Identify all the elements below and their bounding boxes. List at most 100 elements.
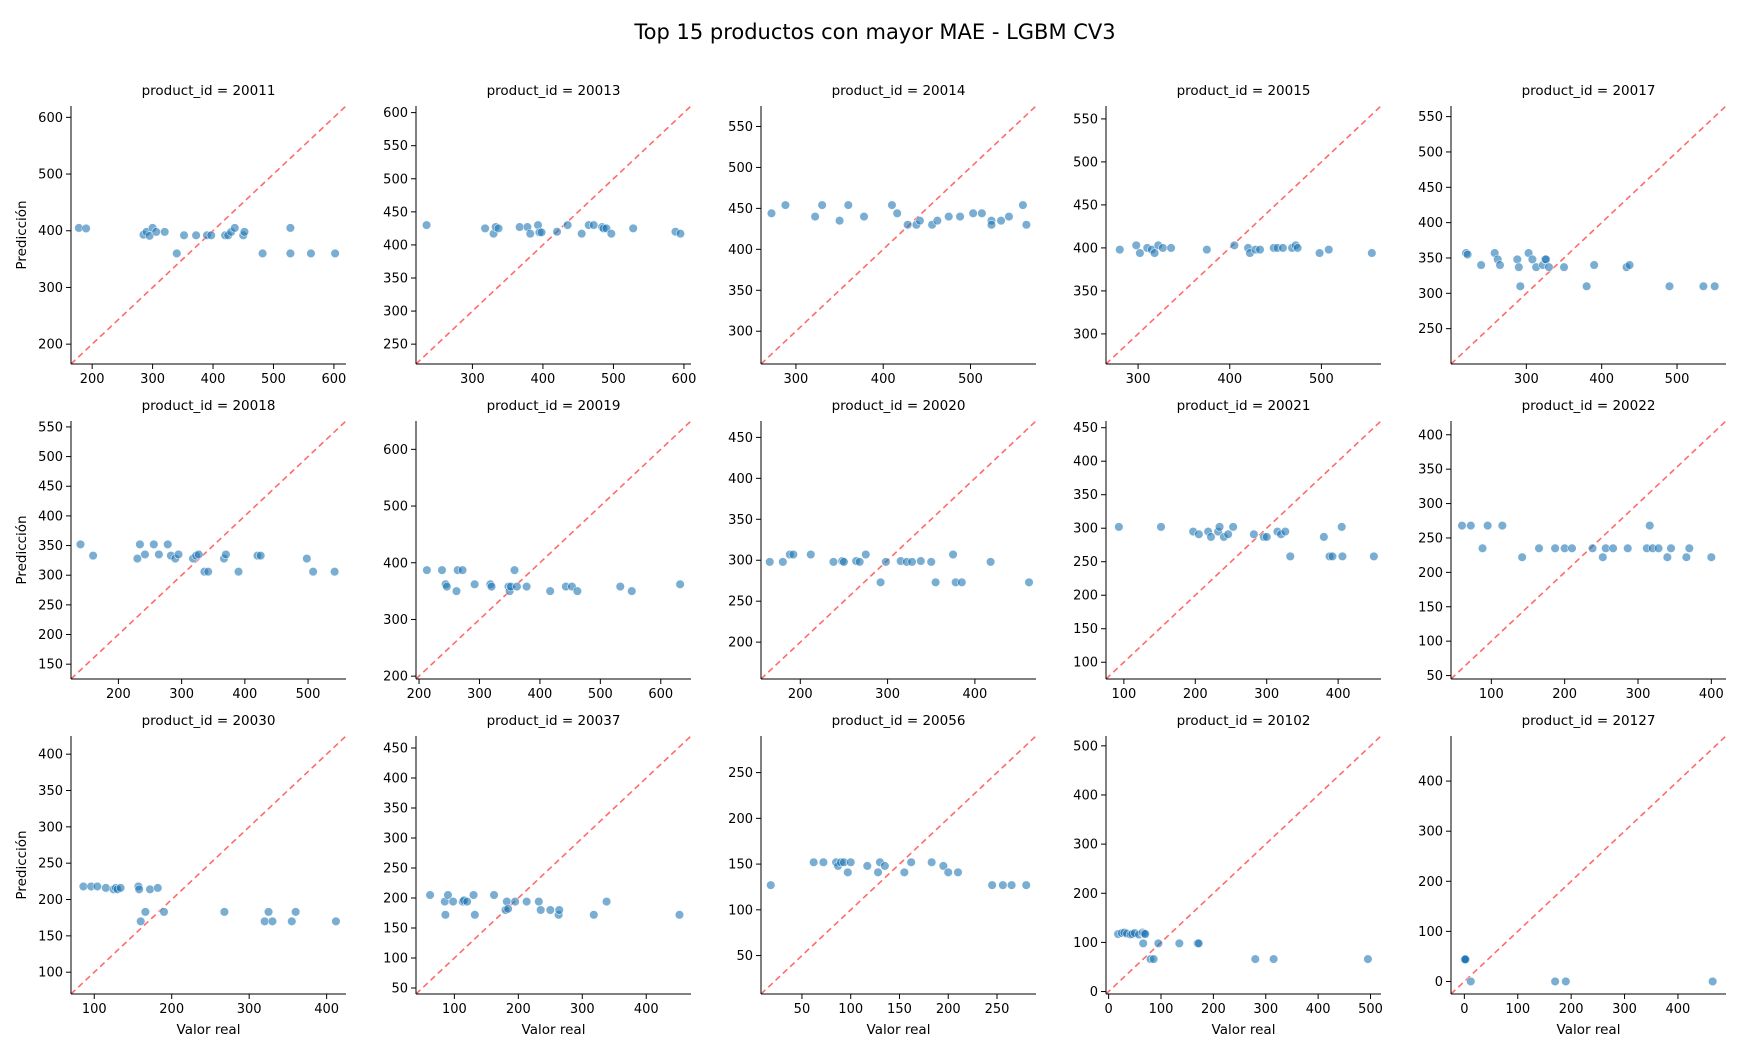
y-tick-label: 500	[383, 500, 408, 515]
y-tick-label: 600	[383, 106, 408, 121]
data-point	[135, 539, 145, 549]
y-tick-label: 200	[383, 670, 408, 685]
data-point	[151, 227, 161, 237]
y-tick-label: 500	[38, 450, 63, 465]
data-point	[536, 227, 547, 237]
y-tick-label: 400	[383, 772, 408, 787]
data-point	[1587, 543, 1598, 553]
subplot-20018: product_id = 20018 200 300 400 500 150 200 250 3…	[14, 398, 346, 702]
y-tick-label: 400	[38, 509, 63, 524]
data-point	[839, 557, 849, 567]
data-point	[1158, 243, 1168, 253]
data-point	[628, 223, 638, 233]
x-tick-label: 0	[1104, 1002, 1112, 1017]
data-point	[903, 220, 913, 230]
data-point	[563, 220, 573, 230]
y-tick-label: 300	[1418, 497, 1443, 512]
y-tick-label: 200	[1073, 887, 1098, 902]
data-point	[149, 539, 159, 549]
y-tick-label: 500	[1418, 145, 1443, 160]
data-point	[425, 890, 435, 900]
data-point	[1662, 552, 1672, 562]
data-point	[173, 549, 184, 560]
data-point	[778, 557, 788, 567]
x-tick-label: 400	[314, 1002, 339, 1017]
data-point	[81, 223, 91, 234]
data-point	[221, 549, 231, 560]
data-point	[675, 579, 685, 589]
data-point	[1561, 976, 1571, 987]
data-point	[765, 557, 775, 567]
y-tick-label: 100	[38, 966, 63, 981]
data-point	[545, 586, 555, 596]
data-point	[834, 216, 845, 226]
x-tick-label: 100	[1111, 687, 1136, 702]
y-tick-label: 100	[1418, 925, 1443, 940]
identity-line	[71, 106, 346, 364]
x-tick-label: 300	[1626, 687, 1651, 702]
data-point	[674, 910, 685, 920]
data-point	[132, 553, 142, 564]
x-tick-label: 400	[531, 372, 556, 387]
data-point	[862, 861, 872, 871]
identity-line	[1451, 421, 1726, 679]
x-tick-label: 250	[985, 1002, 1010, 1017]
data-point	[1138, 938, 1148, 948]
x-tick-label: 600	[321, 372, 346, 387]
y-axis-label: Predicción	[14, 830, 30, 899]
y-tick-label: 350	[1418, 251, 1443, 266]
data-point	[938, 861, 948, 871]
data-point	[1174, 938, 1184, 948]
y-tick-label: 400	[1418, 775, 1443, 790]
x-tick-label: 400	[1589, 372, 1614, 387]
data-point	[552, 227, 562, 237]
data-point	[510, 896, 520, 907]
data-point	[926, 557, 936, 567]
x-tick-label: 500	[1309, 372, 1334, 387]
data-point	[1021, 220, 1031, 230]
y-tick-label: 300	[1073, 522, 1098, 537]
data-point	[1589, 260, 1599, 270]
data-point	[115, 883, 126, 893]
subplot-20014: product_id = 20014 300 400 500 300 350 400 450 5…	[728, 83, 1036, 387]
subplot-20127: product_id = 20127 0 100 200 300 400 0 100 200 30…	[1418, 713, 1726, 1038]
data-point	[1337, 551, 1348, 561]
identity-line	[761, 421, 1036, 679]
data-point	[101, 883, 111, 893]
y-tick-label: 100	[383, 952, 408, 967]
data-point	[1153, 938, 1163, 948]
data-point	[509, 565, 520, 575]
y-tick-label: 350	[728, 513, 753, 528]
y-tick-label: 300	[1418, 287, 1443, 302]
data-point	[78, 881, 88, 892]
data-point	[1007, 880, 1017, 890]
y-tick-label: 450	[383, 742, 408, 757]
data-point	[1710, 281, 1720, 291]
y-tick-label: 550	[1418, 110, 1443, 125]
subplot-title: product_id = 20030	[142, 713, 276, 729]
x-tick-label: 300	[467, 687, 492, 702]
data-point	[1550, 543, 1560, 553]
data-point	[1706, 552, 1716, 562]
data-point	[948, 549, 958, 560]
data-point	[1202, 245, 1212, 255]
y-tick-label: 200	[1418, 566, 1443, 581]
x-tick-label: 200	[159, 1002, 184, 1017]
x-tick-label: 500	[1358, 1002, 1383, 1017]
data-point	[880, 861, 890, 871]
y-tick-label: 250	[38, 598, 63, 613]
x-tick-label: 500	[601, 372, 626, 387]
subplot-20056: product_id = 20056 50 100 150 200 250 50 100 150…	[728, 713, 1036, 1038]
x-tick-label: 100	[1479, 687, 1504, 702]
y-tick-label: 200	[38, 338, 63, 353]
data-point	[818, 857, 829, 867]
data-point	[1497, 520, 1507, 531]
data-point	[1228, 522, 1238, 532]
data-point	[522, 581, 532, 592]
subplot-20021: product_id = 20021 100 200 300 400 100 150 200 2…	[1073, 398, 1381, 702]
data-point	[1495, 260, 1505, 270]
data-point	[1582, 281, 1592, 291]
subplot-title: product_id = 20127	[1522, 713, 1656, 729]
y-tick-label: 500	[383, 172, 408, 187]
data-point	[1131, 240, 1141, 250]
